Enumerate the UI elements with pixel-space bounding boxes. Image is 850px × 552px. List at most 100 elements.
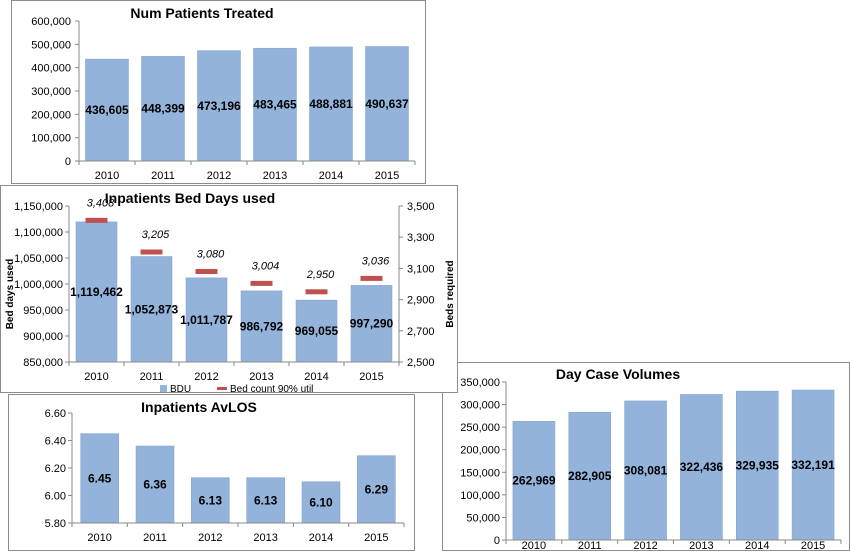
daycase-chart-svg: Day Case Volumes 0 50,000 100,000 150,000 200… bbox=[460, 366, 842, 552]
beddays-bar-2014 bbox=[295, 299, 338, 363]
beddays-marker-label: 3,080 bbox=[197, 249, 225, 261]
beddays-bar-2015 bbox=[350, 285, 393, 363]
avlos-value-label: 6.10 bbox=[309, 495, 333, 509]
patients-bar-2013 bbox=[253, 47, 297, 162]
patients-category-label: 2011 bbox=[151, 170, 175, 182]
beddays-bar-2010 bbox=[75, 221, 118, 363]
daycase-bar-2012 bbox=[624, 400, 667, 541]
daycase-category-label: 2011 bbox=[578, 540, 602, 552]
daycase-value-label: 262,969 bbox=[512, 474, 556, 488]
avlos-category-label: 2010 bbox=[87, 532, 111, 544]
patients-bar-2012 bbox=[197, 50, 241, 162]
beddays-ytick-label: 850,000 bbox=[23, 357, 63, 369]
patients-value-label: 483,465 bbox=[253, 98, 297, 112]
beddays-marker-2013 bbox=[250, 280, 273, 286]
avlos-ytick-label: 6.20 bbox=[45, 463, 66, 475]
avlos-category-label: 2013 bbox=[253, 532, 277, 544]
beddays-ytick-label: 900,000 bbox=[23, 331, 63, 343]
patients-ytick-label: 300,000 bbox=[31, 86, 71, 98]
beddays-marker-label: 2,950 bbox=[306, 269, 335, 281]
avlos-bar-2014 bbox=[301, 481, 341, 524]
patients-chart-svg: Num Patients Treated 0 100,000 200,000 300,0… bbox=[31, 5, 416, 182]
patients-ytick-label: 500,000 bbox=[31, 39, 71, 51]
patients-ytick-label: 600,000 bbox=[31, 16, 71, 28]
avlos-category-label: 2014 bbox=[309, 532, 333, 544]
patients-ytick-label: 400,000 bbox=[31, 63, 71, 75]
patients-category-label: 2015 bbox=[375, 170, 399, 182]
avlos-value-label: 6.13 bbox=[199, 493, 223, 507]
avlos-ytick-label: 6.00 bbox=[45, 491, 66, 503]
beddays-marker-2014 bbox=[305, 289, 328, 295]
beddays-category-label: 2010 bbox=[84, 371, 108, 383]
beddays-ytick-label: 1,050,000 bbox=[14, 253, 63, 265]
beddays-bar-2012 bbox=[185, 277, 228, 363]
daycase-ytick-label: 0 bbox=[494, 535, 500, 547]
beddays-marker-label: 3,205 bbox=[142, 229, 170, 241]
patients-ytick-label: 100,000 bbox=[31, 133, 71, 145]
beddays-marker-2010 bbox=[85, 217, 108, 223]
daycase-ytick-label: 150,000 bbox=[460, 467, 500, 479]
avlos-category-label: 2012 bbox=[198, 532, 222, 544]
beddays-ytick-label: 1,150,000 bbox=[14, 201, 63, 213]
beddays-marker-2012 bbox=[195, 269, 218, 275]
daycase-title: Day Case Volumes bbox=[556, 366, 680, 382]
beddays-ytick-label: 1,000,000 bbox=[14, 279, 63, 291]
daycase-bar-2013 bbox=[680, 394, 723, 541]
beddays-category-label: 2012 bbox=[194, 371, 218, 383]
patients-category-label: 2014 bbox=[319, 170, 343, 182]
beddays-value-label: 1,052,873 bbox=[125, 302, 179, 316]
beddays-value-label: 986,792 bbox=[240, 319, 284, 333]
daycase-category-label: 2014 bbox=[745, 540, 769, 552]
chart-day-case-volumes: Day Case Volumes 0 50,000 100,000 150,000 200… bbox=[442, 362, 850, 552]
daycase-bar-2010 bbox=[512, 421, 556, 541]
beddays-ylabel: Bed days used bbox=[5, 259, 16, 330]
patients-value-label: 473,196 bbox=[197, 99, 241, 113]
patients-category-label: 2013 bbox=[263, 170, 287, 182]
patients-ytick-label: 0 bbox=[65, 156, 71, 168]
daycase-ytick-label: 100,000 bbox=[460, 490, 500, 502]
avlos-bar-2011 bbox=[135, 445, 175, 524]
beddays-y2tick-label: 2,500 bbox=[407, 357, 435, 369]
beddays-title: Inpatients Bed Days used bbox=[105, 190, 275, 206]
beddays-y2label: Beds required bbox=[445, 260, 456, 327]
avlos-chart-svg: Inpatients AvLOS 5.80 6.00 6.20 6.40 6.60 6.45… bbox=[45, 399, 405, 544]
daycase-ytick-label: 250,000 bbox=[460, 422, 500, 434]
patients-category-label: 2012 bbox=[207, 170, 231, 182]
avlos-ytick-label: 5.80 bbox=[45, 518, 66, 530]
beddays-value-label: 997,290 bbox=[350, 317, 394, 331]
beddays-value-label: 969,055 bbox=[295, 324, 339, 338]
legend-bdu-swatch bbox=[160, 385, 167, 392]
daycase-value-label: 329,935 bbox=[736, 459, 780, 473]
beddays-category-label: 2015 bbox=[359, 371, 383, 383]
patients-bar-2014 bbox=[309, 46, 353, 162]
daycase-value-label: 322,436 bbox=[680, 460, 724, 474]
patients-value-label: 436,605 bbox=[85, 103, 129, 117]
patients-bar-2011 bbox=[141, 56, 185, 162]
daycase-bar-2014 bbox=[736, 390, 779, 541]
beddays-chart-svg: Inpatients Bed Days used 850,000 900,000 95… bbox=[5, 190, 456, 395]
legend-bdu-label: BDU bbox=[170, 384, 191, 395]
daycase-value-label: 332,191 bbox=[791, 458, 835, 472]
beddays-bar-2013 bbox=[240, 290, 283, 363]
patients-value-label: 490,637 bbox=[365, 97, 409, 111]
patients-value-label: 448,399 bbox=[141, 102, 185, 116]
avlos-value-label: 6.45 bbox=[88, 471, 112, 485]
beddays-bar-2011 bbox=[130, 256, 173, 363]
daycase-category-label: 2015 bbox=[801, 540, 825, 552]
patients-title: Num Patients Treated bbox=[130, 5, 273, 21]
legend-bedcount-label: Bed count 90% util bbox=[230, 384, 313, 395]
beddays-y2tick-label: 3,100 bbox=[407, 263, 435, 275]
beddays-y2tick-label: 2,900 bbox=[407, 295, 435, 307]
beddays-y2tick-label: 2,700 bbox=[407, 326, 435, 338]
beddays-category-label: 2011 bbox=[140, 371, 164, 383]
legend-bedcount-swatch bbox=[217, 387, 227, 390]
daycase-value-label: 308,081 bbox=[624, 463, 668, 477]
avlos-value-label: 6.29 bbox=[365, 482, 389, 496]
beddays-marker-label: 3,408 bbox=[87, 197, 115, 209]
daycase-value-label: 282,905 bbox=[568, 469, 612, 483]
avlos-bar-2010 bbox=[80, 433, 119, 524]
avlos-bar-2015 bbox=[357, 455, 396, 524]
beddays-marker-label: 3,004 bbox=[252, 260, 280, 272]
beddays-marker-2015 bbox=[360, 275, 383, 281]
avlos-title: Inpatients AvLOS bbox=[141, 399, 257, 415]
